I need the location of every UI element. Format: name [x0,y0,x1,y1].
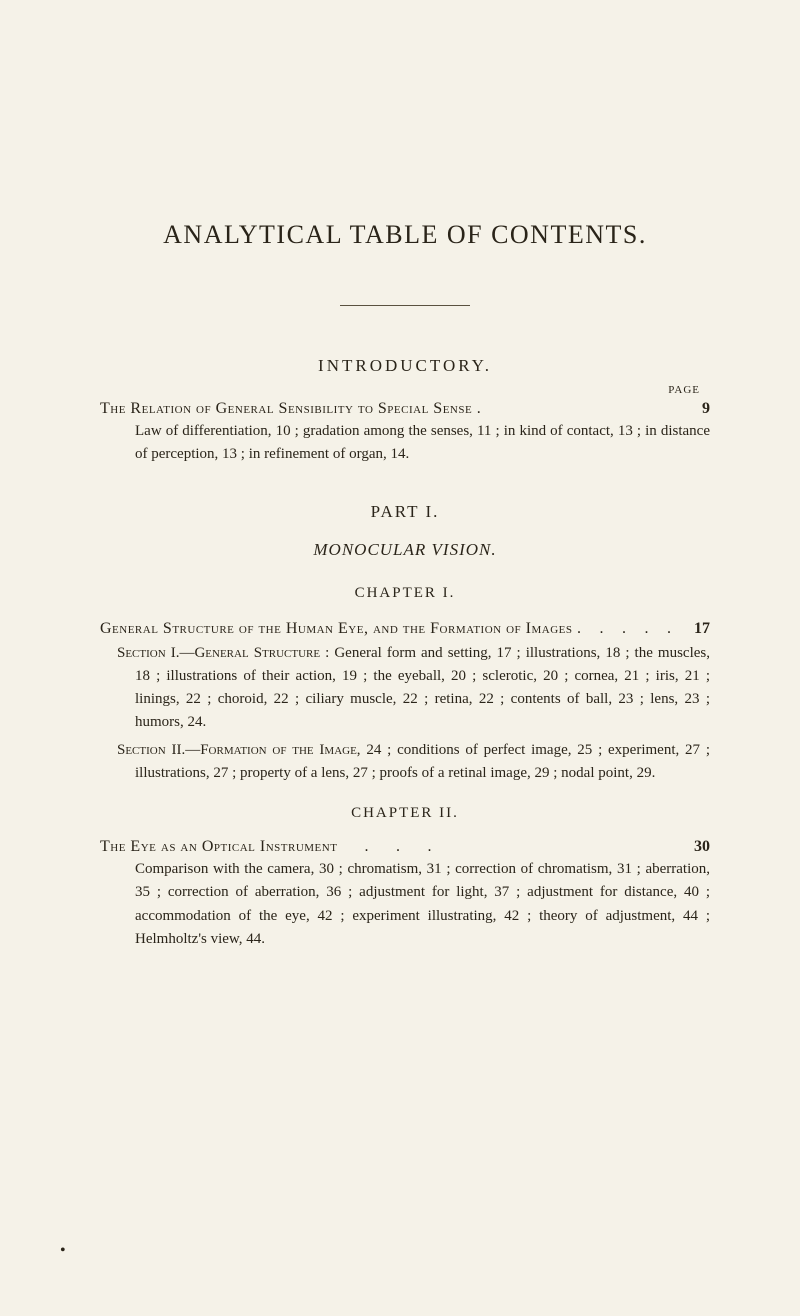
entry-detail: Law of differentiation, 10 ; gradation a… [100,420,710,467]
introductory-header: INTRODUCTORY. [100,356,710,376]
bullet-marker-icon: • [60,1242,66,1260]
entry-title: The Relation of General Sensibility to S… [100,400,481,418]
section-label: Section II.—Formation of the Image [117,742,357,758]
toc-entry-general-structure: General Structure of the Human Eye, and … [100,620,710,786]
entry-title: The Eye as an Optical Instrument . . . [100,838,432,856]
section-1-detail: Section I.—General Structure : General f… [100,642,710,735]
divider-line [340,305,470,306]
toc-entry-relation: The Relation of General Sensibility to S… [100,400,710,467]
chapter-1-header: CHAPTER I. [100,585,710,602]
section-label: Section I.—General Structure [117,645,320,661]
part-1-header: PART I. [100,502,710,522]
page-column-label: PAGE [100,384,710,396]
entry-page-number: 9 [682,400,710,418]
entry-page-number: 30 [674,838,710,856]
entry-page-number: 17 [674,620,710,638]
section-2-detail: Section II.—Formation of the Image, 24 ;… [100,739,710,786]
chapter-2-header: CHAPTER II. [100,805,710,822]
entry-title: General Structure of the Human Eye, and … [100,620,672,638]
main-title: ANALYTICAL TABLE OF CONTENTS. [100,220,710,250]
toc-entry-optical-instrument: The Eye as an Optical Instrument . . . 3… [100,838,710,951]
entry-detail: Comparison with the camera, 30 ; chromat… [100,858,710,951]
entry-title-text: The Eye as an Optical Instrument [100,838,337,855]
part-1-subtitle: MONOCULAR VISION. [100,540,710,560]
entry-title-text: General Structure of the Human Eye, and … [100,620,582,637]
